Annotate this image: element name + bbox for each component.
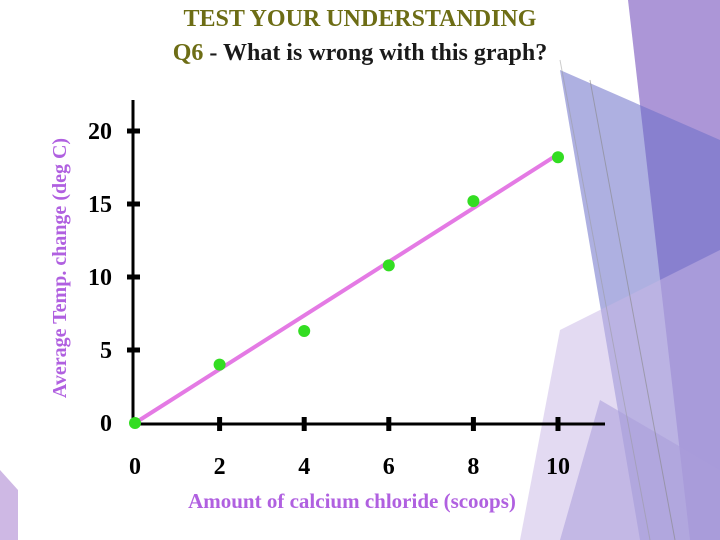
- x-tick-mark: [470, 417, 476, 431]
- ticks: 0 2 4 6 8 10 0 5 10 15 20: [88, 119, 570, 480]
- y-tick-label: 5: [100, 338, 112, 364]
- y-tick-mark: [127, 347, 140, 353]
- x-tick-mark: [386, 417, 392, 431]
- question-line: Q6 - What is wrong with this graph?: [0, 40, 720, 67]
- deco-thin-line: [589, 79, 676, 540]
- data-point: [382, 259, 395, 272]
- x-tick-label: 8: [467, 454, 479, 480]
- y-tick-label: 10: [88, 265, 112, 291]
- y-tick-mark: [127, 274, 140, 280]
- y-tick-label: 20: [88, 119, 112, 145]
- question-text: - What is wrong with this graph?: [203, 40, 548, 66]
- trendline: [133, 152, 560, 425]
- deco-left-strip: [0, 470, 18, 540]
- trendline-group: [133, 152, 560, 425]
- deco-thin-line-2: [559, 59, 651, 540]
- x-tick-label: 4: [298, 454, 310, 480]
- x-tick-label: 2: [214, 454, 226, 480]
- data-point: [298, 325, 311, 338]
- x-tick-label: 0: [129, 454, 141, 480]
- y-tick-label: 15: [88, 192, 112, 218]
- axes: [131, 100, 605, 426]
- x-tick-mark: [301, 417, 307, 431]
- data-points: [129, 151, 564, 429]
- data-point: [129, 417, 141, 429]
- x-tick-mark: [217, 417, 223, 431]
- x-tick-mark: [555, 417, 561, 431]
- x-tick-label: 6: [383, 454, 395, 480]
- slide-title: TEST YOUR UNDERSTANDING: [183, 6, 537, 32]
- data-point: [213, 358, 226, 371]
- data-point: [467, 195, 480, 208]
- data-point: [552, 151, 564, 164]
- x-tick-label: 10: [546, 454, 570, 480]
- y-axis-label: Average Temp. change (deg C): [49, 138, 71, 398]
- question-number: Q6: [172, 40, 204, 66]
- deco-lavender-band: [560, 400, 720, 540]
- x-axis-label: Amount of calcium chloride (scoops): [188, 489, 516, 513]
- y-tick-label: 0: [100, 411, 112, 437]
- y-tick-mark: [127, 128, 140, 134]
- y-tick-mark: [127, 201, 140, 207]
